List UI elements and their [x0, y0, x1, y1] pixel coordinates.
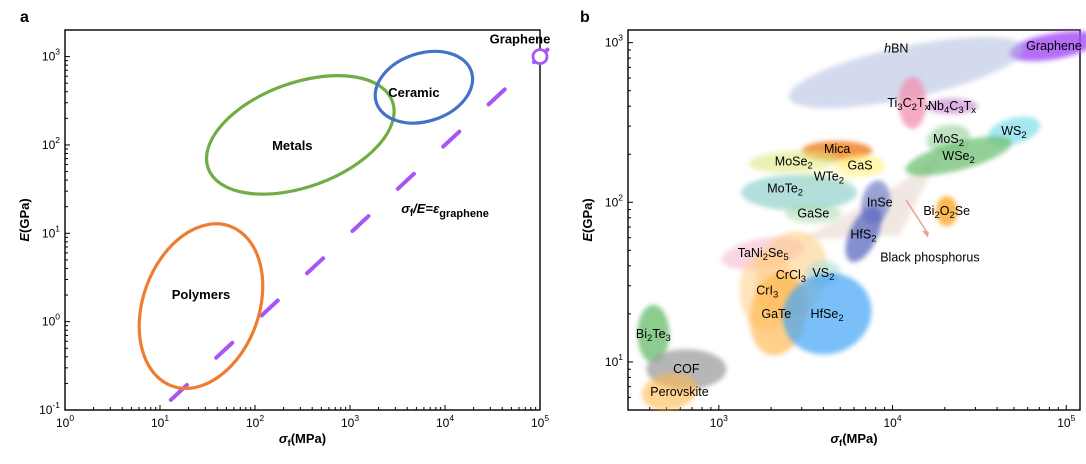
material-blob-ti3c2tx — [898, 76, 927, 129]
panel-a-x-tick-label: 102 — [246, 413, 264, 430]
panel-a-x-axis-label: σf(MPa) — [279, 431, 326, 449]
point-graphene — [531, 48, 549, 65]
region-metals — [204, 74, 396, 196]
panel-b-y-tick-label: 103 — [605, 33, 623, 50]
material-label-gate: GaTe — [761, 307, 791, 321]
black-phosphorus-arrowhead — [921, 230, 929, 238]
material-blob-gase — [785, 203, 842, 224]
panel-a-x-tick-label: 104 — [436, 413, 454, 430]
material-label-vs2: VS2 — [812, 266, 834, 283]
region-label-polymers: Polymers — [172, 287, 231, 302]
material-blob-bi2te3 — [637, 304, 670, 363]
material-label-hfse2: HfSe2 — [811, 307, 844, 324]
panel-a-plot-frame — [64, 29, 541, 411]
material-blob-nb4c3tx — [926, 98, 979, 115]
panel-a-x-tick-label: 101 — [151, 413, 169, 430]
panel-a-y-tick-label: 100 — [42, 312, 60, 329]
panel-b-x-tick-label: 105 — [1057, 413, 1075, 430]
material-blob-mose2 — [748, 150, 839, 173]
panel-b-y-tick-label: 102 — [605, 192, 623, 209]
panel-b-x-tick-label: 104 — [883, 413, 901, 430]
panel-b-x-tick-label: 103 — [710, 413, 728, 430]
material-label-cof: COF — [673, 362, 700, 376]
material-label-hbn: hBN — [884, 42, 908, 56]
material-label-mos2: MoS2 — [933, 132, 964, 149]
panel-a-x-tick-label: 105 — [531, 413, 549, 430]
material-label-ws2: WS2 — [1001, 124, 1026, 141]
material-blob-hfs2 — [845, 206, 882, 263]
material-label-perovskite: Perovskite — [650, 385, 708, 399]
material-label-bi2te3: Bi2Te3 — [636, 327, 671, 344]
material-label-mica: Mica — [824, 142, 850, 156]
panel-a-y-tick-label: 103 — [42, 47, 60, 64]
region-ceramic — [373, 49, 475, 125]
panel-b-y-tick-label: 101 — [605, 352, 623, 369]
material-label-mote2: MoTe2 — [767, 182, 803, 199]
material-blob-wse2 — [905, 136, 1012, 176]
material-label-inse: InSe — [867, 195, 893, 209]
panel-b-x-axis-label: σf(MPa) — [830, 431, 877, 449]
material-label-hfs2: HfS2 — [850, 227, 876, 244]
panel-a-x-tick-label: 103 — [341, 413, 359, 430]
panel-a-y-axis-label: E(GPa) — [17, 198, 32, 241]
black-phosphorus-label: Black phosphorus — [880, 251, 979, 265]
reference-line-label: σf/E=εgraphene — [401, 201, 489, 220]
point-label-graphene: Graphene — [490, 32, 551, 47]
material-blob-perovskite — [641, 373, 698, 411]
region-polymers — [137, 222, 265, 390]
panel-a-x-tick-label: 100 — [56, 413, 74, 430]
panel-a-label: a — [20, 9, 29, 26]
material-label-bi2o2se: Bi2O2Se — [923, 204, 970, 221]
black-phosphorus-arrow — [905, 199, 929, 235]
panel-b: 103 104 105 101 102 103 σf(MPa) E(GPa) b Graphene… — [580, 9, 1086, 449]
material-label-gas: GaS — [848, 158, 873, 172]
reference-line — [168, 47, 550, 402]
panel-a-y-tick-label: 102 — [42, 135, 60, 152]
material-label-gase: GaSe — [797, 207, 829, 221]
material-label-mose2: MoSe2 — [775, 155, 813, 172]
material-blob-hbn — [788, 36, 1024, 109]
material-label-cri3: CrI3 — [756, 284, 778, 301]
panel-a: 100 101 102 103 104 10510-1100101102103σf(MPa… — [17, 9, 550, 449]
material-label-crcl3: CrCl3 — [776, 268, 806, 285]
material-label-wse2: WSe2 — [942, 149, 974, 166]
material-blob-mote2 — [741, 174, 858, 211]
material-blob-bi2o2se — [935, 196, 958, 227]
panel-a-y-tick-label: 10-1 — [39, 400, 60, 417]
panel-b-y-axis-label: E(GPa) — [580, 198, 595, 241]
panel-b-label: b — [580, 9, 590, 26]
region-label-ceramic: Ceramic — [388, 85, 439, 100]
material-label-nb4c3tx: Nb4C3Tx — [928, 99, 976, 116]
material-label-graphene: Graphene — [1026, 39, 1082, 53]
material-blob-hfse2 — [782, 273, 872, 355]
background-cone — [800, 155, 940, 240]
panel-a-y-tick-label: 101 — [42, 223, 60, 240]
region-label-metals: Metals — [272, 138, 312, 153]
material-label-tani2se5: TaNi2Se5 — [738, 246, 789, 263]
material-blob-graphene — [1009, 31, 1086, 62]
material-label-ti3c2tx: Ti3C2Tx — [887, 96, 929, 113]
material-label-wte2: WTe2 — [814, 170, 844, 187]
